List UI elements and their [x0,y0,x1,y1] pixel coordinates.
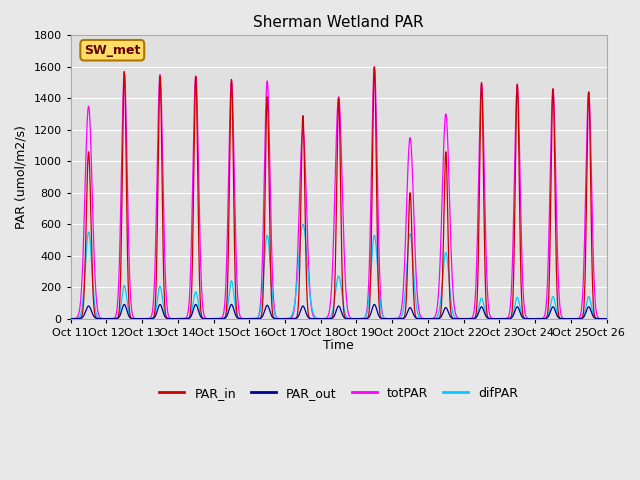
Y-axis label: PAR (umol/m2/s): PAR (umol/m2/s) [15,125,28,229]
Text: SW_met: SW_met [84,44,140,57]
Title: Sherman Wetland PAR: Sherman Wetland PAR [253,15,424,30]
X-axis label: Time: Time [323,339,354,352]
Legend: PAR_in, PAR_out, totPAR, difPAR: PAR_in, PAR_out, totPAR, difPAR [154,382,523,405]
